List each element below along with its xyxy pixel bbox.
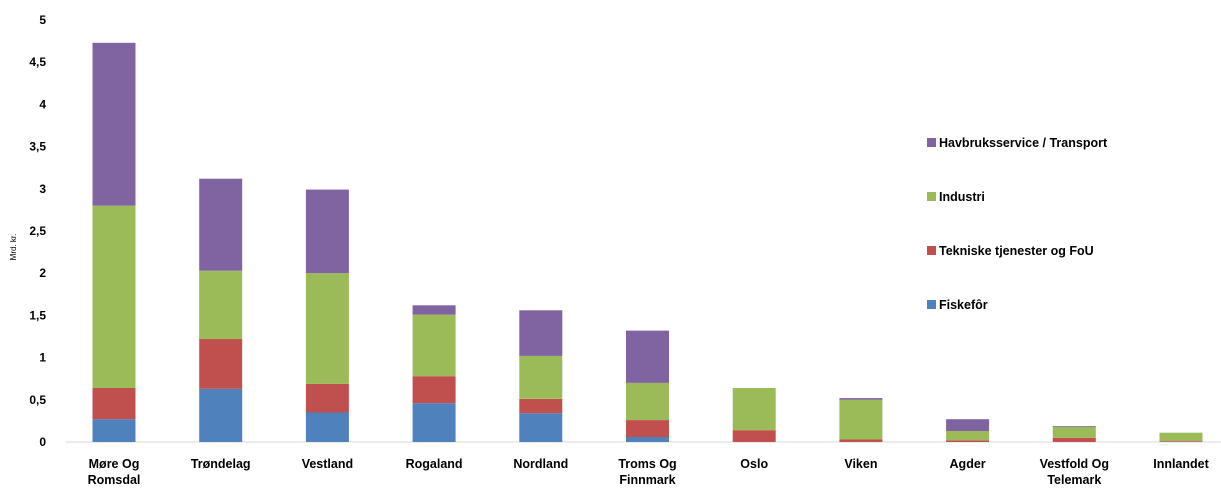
x-tick-label: Agder: [950, 457, 986, 471]
x-tick-label: Møre Og: [89, 457, 140, 471]
legend-swatch: [927, 246, 936, 255]
bar-segment: [412, 403, 456, 442]
bar-segment: [412, 305, 456, 315]
bar-segment: [839, 399, 883, 440]
x-tick-label: Nordland: [513, 457, 568, 471]
legend-label: Tekniske tjenester og FoU: [939, 244, 1094, 258]
x-tick-label: Vestland: [302, 457, 353, 471]
x-tick-label: Oslo: [740, 457, 768, 471]
bar-segment: [839, 439, 883, 442]
bar-segment: [946, 431, 990, 441]
y-tick-label: 1: [39, 351, 46, 365]
bar-segment: [626, 420, 669, 437]
y-tick-label: 0: [39, 435, 46, 449]
bar-segment: [519, 310, 563, 356]
x-tick-label: Finnmark: [619, 473, 675, 487]
bar-segment: [1052, 437, 1096, 442]
bar-segment: [199, 270, 243, 340]
bar-segment: [1052, 426, 1096, 438]
y-tick-label: 3: [39, 182, 46, 196]
bar-segment: [519, 399, 563, 414]
y-tick-label: 2,5: [29, 224, 46, 238]
x-tick-label: Telemark: [1047, 473, 1101, 487]
bar-segment: [946, 440, 990, 442]
bar-segment: [1159, 432, 1203, 442]
legend-swatch: [927, 138, 936, 147]
bar-segment: [1159, 441, 1203, 442]
legend-label: Fiskefôr: [939, 298, 988, 312]
x-tick-label: Viken: [844, 457, 877, 471]
y-tick-label: 0,5: [29, 393, 46, 407]
bar-segment: [1052, 426, 1096, 427]
bar-segment: [946, 419, 990, 431]
y-tick-label: 2: [39, 266, 46, 280]
legend-swatch: [927, 192, 936, 201]
y-axis-ticks: 0 0,5 1 1,5 2 2,5 3 3,5 4 4,5 5: [29, 13, 46, 449]
y-tick-label: 3,5: [29, 140, 46, 154]
y-axis-title: Mrd. kr.: [9, 234, 18, 261]
bar-segment: [92, 205, 136, 388]
bar-segment: [626, 330, 669, 383]
x-tick-label: Innlandet: [1153, 457, 1209, 471]
bar-segment: [305, 189, 349, 274]
bar-segment: [92, 388, 136, 420]
y-tick-label: 4: [39, 97, 46, 111]
x-tick-label: Vestfold Og: [1040, 457, 1109, 471]
bar-segment: [305, 412, 349, 442]
y-tick-label: 1,5: [29, 308, 46, 322]
bar-segment: [199, 178, 243, 271]
bar-segment: [519, 413, 563, 442]
y-tick-label: 4,5: [29, 55, 46, 69]
bar-segment: [199, 339, 243, 389]
bar-segment: [92, 42, 136, 206]
x-axis-labels: Møre Og Romsdal Trøndelag Vestland Rogaland N…: [88, 457, 1210, 487]
bar-segment: [199, 388, 243, 442]
bars-group: [92, 42, 1203, 442]
bar-segment: [92, 419, 136, 442]
bar-segment: [839, 398, 883, 400]
legend-label: Havbruksservice / Transport: [939, 136, 1108, 150]
bar-segment: [626, 436, 669, 442]
bar-segment: [732, 430, 776, 442]
legend-swatch: [927, 300, 936, 309]
bar-segment: [732, 388, 776, 431]
bar-segment: [519, 355, 563, 399]
x-tick-label: Rogaland: [406, 457, 463, 471]
x-tick-label: Trøndelag: [191, 457, 251, 471]
y-axis-label: Mrd. kr.: [9, 234, 18, 261]
legend-label: Industri: [939, 190, 985, 204]
x-tick-label: Troms Og: [618, 457, 676, 471]
legend: Havbruksservice / Transport Industri Tekni…: [927, 136, 1108, 312]
x-tick-label: Romsdal: [88, 473, 141, 487]
bar-segment: [412, 314, 456, 377]
bar-segment: [626, 382, 669, 420]
bar-segment: [305, 273, 349, 384]
bar-segment: [305, 383, 349, 413]
bar-segment: [412, 376, 456, 404]
y-tick-label: 5: [39, 13, 46, 27]
